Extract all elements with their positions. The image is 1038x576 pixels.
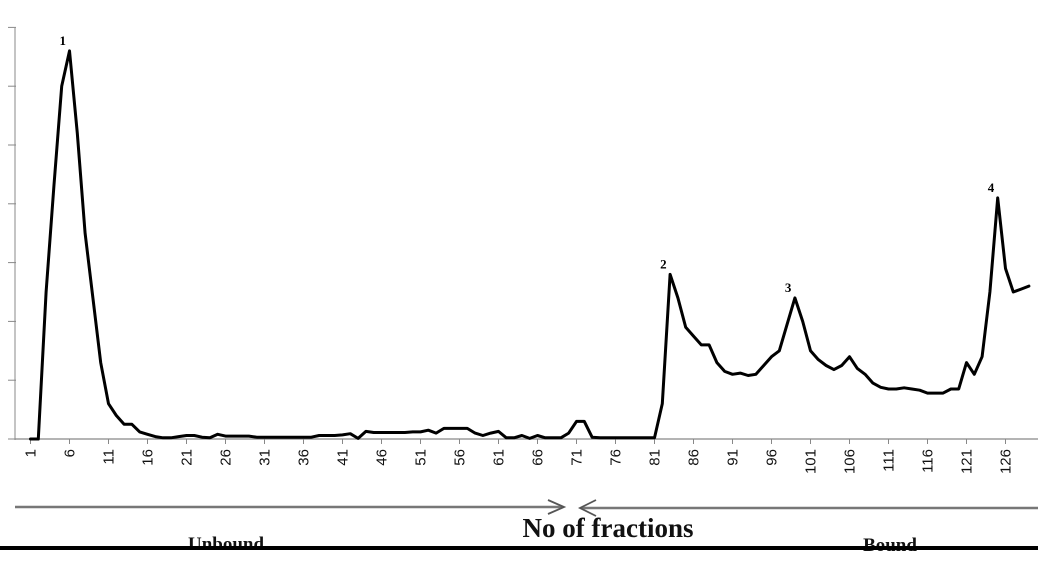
x-tick-label: 121 — [959, 449, 976, 474]
peak-label-1: 1 — [60, 33, 67, 48]
unbound-arrow-head — [547, 499, 567, 515]
peak-label-2: 2 — [660, 256, 667, 271]
x-axis-tick-labels: 1 6 11 16 21 26 31 36 41 46 51 56 61 66 71 76 81 86 91 96 10… — [23, 449, 1015, 474]
bound-label: Bound — [863, 535, 917, 556]
x-tick-label: 96 — [764, 449, 781, 466]
x-tick-label: 16 — [140, 449, 157, 466]
x-tick-label: 116 — [920, 449, 937, 473]
x-tick-label: 111 — [881, 449, 898, 472]
x-tick-label: 6 — [62, 449, 79, 457]
bound-arrow-head — [577, 499, 597, 517]
plot-frame — [14, 28, 1038, 440]
x-tick-label: 126 — [998, 449, 1015, 474]
y-axis-ticks — [8, 26, 16, 440]
unbound-label: Unbound — [188, 534, 264, 555]
x-tick-label: 91 — [725, 449, 742, 466]
x-tick-label: 31 — [257, 449, 274, 466]
x-tick-label: 46 — [374, 449, 391, 466]
x-tick-label: 1 — [23, 449, 40, 457]
x-tick-label: 41 — [335, 449, 352, 466]
x-tick-label: 36 — [296, 449, 313, 466]
x-tick-label: 81 — [647, 449, 664, 466]
x-axis-ticks — [30, 439, 1006, 444]
x-tick-label: 76 — [608, 449, 625, 466]
series-line — [29, 49, 1031, 441]
x-tick-label: 86 — [686, 449, 703, 466]
peak-annotations: 1 2 3 4 — [60, 33, 995, 295]
peak-label-3: 3 — [785, 280, 792, 295]
x-tick-label: 101 — [803, 449, 820, 474]
x-tick-label: 11 — [101, 449, 118, 465]
fraction-arrows — [15, 499, 1038, 517]
bottom-rule — [0, 546, 1038, 550]
x-tick-label: 56 — [452, 449, 469, 466]
x-axis-title: No of fractions — [523, 513, 694, 543]
peak-label-4: 4 — [988, 180, 995, 195]
x-tick-label: 21 — [179, 449, 196, 466]
x-tick-label: 66 — [530, 449, 547, 466]
x-tick-label: 106 — [842, 449, 859, 474]
x-tick-label: 61 — [491, 449, 508, 466]
x-tick-label: 71 — [569, 449, 586, 466]
x-tick-label: 51 — [413, 449, 430, 466]
x-tick-label: 26 — [218, 449, 235, 466]
